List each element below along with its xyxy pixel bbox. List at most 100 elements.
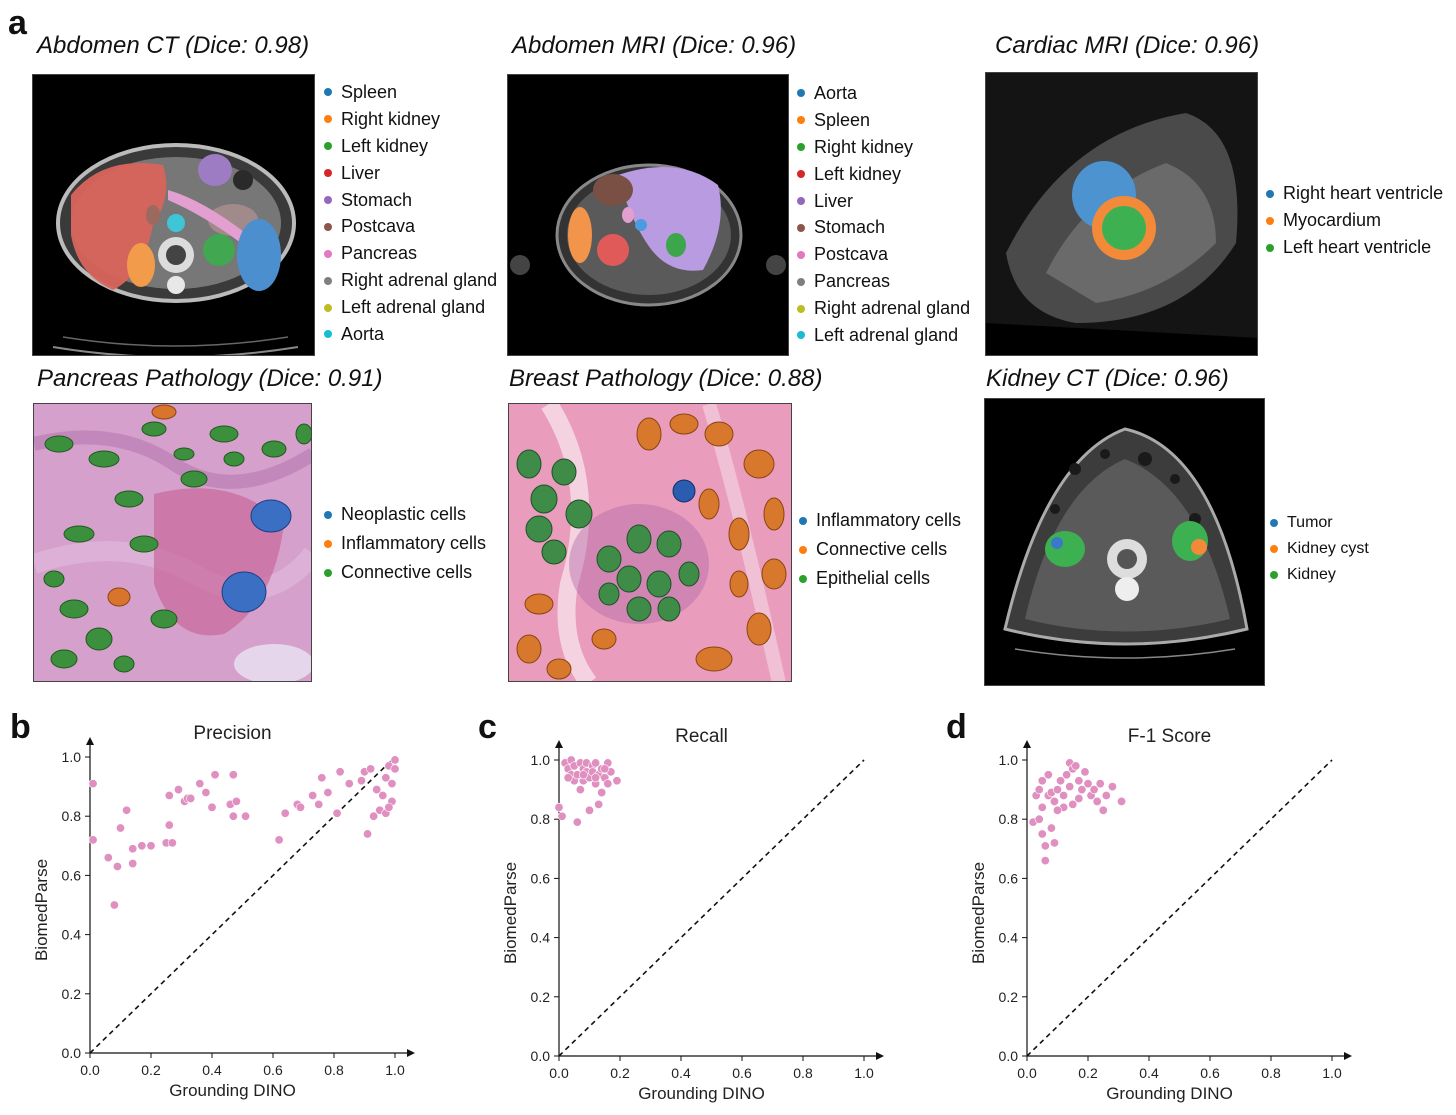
data-point — [1059, 791, 1069, 801]
data-point — [572, 817, 582, 827]
y-tick-label: 0.6 — [62, 867, 82, 883]
data-point — [116, 823, 126, 833]
legend-label: Right adrenal gland — [814, 298, 971, 319]
data-point — [164, 790, 174, 800]
data-point — [112, 862, 122, 872]
data-point — [1034, 814, 1044, 824]
legend-label: Right kidney — [814, 136, 914, 157]
legend-marker — [797, 331, 805, 340]
legend-label: Pancreas — [814, 271, 891, 292]
legend-item: Right kidney — [324, 106, 497, 133]
legend-item: Right adrenal gland — [324, 267, 497, 294]
x-tick-label: 0.0 — [80, 1062, 100, 1078]
y-axis-arrow — [555, 740, 563, 748]
data-point — [231, 796, 241, 806]
legend-pancreas-pathology: Neoplastic cells Inflammatory cells Connec… — [324, 500, 486, 587]
data-point — [332, 808, 342, 818]
data-point — [88, 835, 98, 845]
legend-marker — [324, 88, 332, 97]
y-tick-label: 0.0 — [531, 1048, 551, 1064]
legend-marker — [1266, 189, 1274, 198]
kidney-ct-image — [984, 398, 1265, 686]
panel-title-cardiac-mri: Cardiac MRI (Dice: 0.96) — [995, 32, 1260, 59]
legend-label: Pancreas — [341, 243, 418, 264]
data-point — [1065, 782, 1075, 792]
data-point — [1053, 785, 1063, 795]
abdomen-ct-image — [32, 74, 315, 356]
legend-label: Neoplastic cells — [341, 504, 467, 524]
panel-title-abdomen-mri: Abdomen MRI (Dice: 0.96) — [512, 32, 797, 59]
legend-marker — [1270, 545, 1278, 553]
legend-item: Stomach — [797, 214, 970, 241]
data-point — [1043, 770, 1053, 780]
data-point — [335, 767, 345, 777]
legend-label: Left kidney — [341, 135, 429, 156]
legend-marker — [324, 510, 332, 519]
data-point — [173, 785, 183, 795]
legend-marker — [324, 568, 332, 577]
legend-marker — [797, 304, 805, 313]
data-point — [1101, 791, 1111, 801]
legend-item: Liver — [797, 188, 970, 215]
y-axis-arrow — [1023, 740, 1031, 748]
y-axis-label: BiomedParse — [501, 862, 520, 964]
x-tick-label: 0.4 — [1139, 1065, 1159, 1081]
x-axis-arrow — [876, 1052, 884, 1060]
x-tick-label: 0.6 — [1200, 1065, 1220, 1081]
data-point — [164, 820, 174, 830]
data-point — [1040, 841, 1050, 851]
data-point — [1068, 799, 1078, 809]
legend-item: Inflammatory cells — [799, 506, 961, 535]
panel-letter-d: d — [946, 708, 967, 746]
data-point — [597, 788, 607, 798]
breast-pathology-image — [508, 403, 792, 682]
data-point — [228, 811, 238, 821]
data-point — [308, 790, 318, 800]
y-tick-label: 1.0 — [999, 752, 1019, 768]
x-tick-label: 0.4 — [671, 1065, 691, 1081]
data-point — [563, 773, 573, 783]
data-point — [1077, 785, 1087, 795]
x-tick-label: 0.8 — [1261, 1065, 1281, 1081]
legend-item: Aorta — [324, 321, 497, 348]
data-point — [1107, 782, 1117, 792]
data-point — [1062, 770, 1072, 780]
legend-item: Epithelial cells — [799, 564, 961, 593]
data-point — [274, 835, 284, 845]
legend-item: Left kidney — [797, 161, 970, 188]
panel-title-pancreas-pathology: Pancreas Pathology (Dice: 0.91) — [37, 365, 383, 392]
legend-item: Neoplastic cells — [324, 500, 486, 529]
legend-marker — [1266, 243, 1274, 252]
data-point — [356, 776, 366, 786]
legend-marker — [799, 574, 807, 583]
x-tick-label: 0.4 — [202, 1062, 222, 1078]
data-point — [1037, 802, 1047, 812]
legend-item: Postcava — [324, 213, 497, 240]
data-point — [167, 838, 177, 848]
y-tick-label: 1.0 — [531, 752, 551, 768]
legend-label: Left heart ventricle — [1283, 237, 1432, 257]
data-point — [603, 779, 613, 789]
legend-item: Liver — [324, 160, 497, 187]
y-axis-label: BiomedParse — [32, 859, 51, 961]
legend-breast-pathology: Inflammatory cells Connective cells Epithe… — [799, 506, 961, 593]
legend-label: Stomach — [341, 189, 413, 210]
legend-cardiac-mri: Right heart ventricle Myocardium Left hear… — [1266, 180, 1443, 261]
legend-marker — [324, 276, 332, 285]
identity-line — [89, 756, 396, 1054]
x-tick-label: 0.0 — [549, 1065, 569, 1081]
panel-letter-a: a — [8, 4, 27, 42]
data-point — [600, 764, 610, 774]
data-point — [128, 844, 138, 854]
data-point — [575, 785, 585, 795]
legend-item: Kidney cyst — [1270, 536, 1369, 562]
y-tick-label: 0.0 — [999, 1048, 1019, 1064]
data-point — [323, 788, 333, 798]
x-axis-arrow — [407, 1049, 415, 1057]
legend-item: Stomach — [324, 187, 497, 214]
legend-marker — [324, 115, 332, 124]
y-tick-label: 0.4 — [62, 927, 82, 943]
data-point — [1053, 805, 1063, 815]
legend-label: Left kidney — [814, 163, 902, 184]
legend-marker — [324, 196, 332, 204]
